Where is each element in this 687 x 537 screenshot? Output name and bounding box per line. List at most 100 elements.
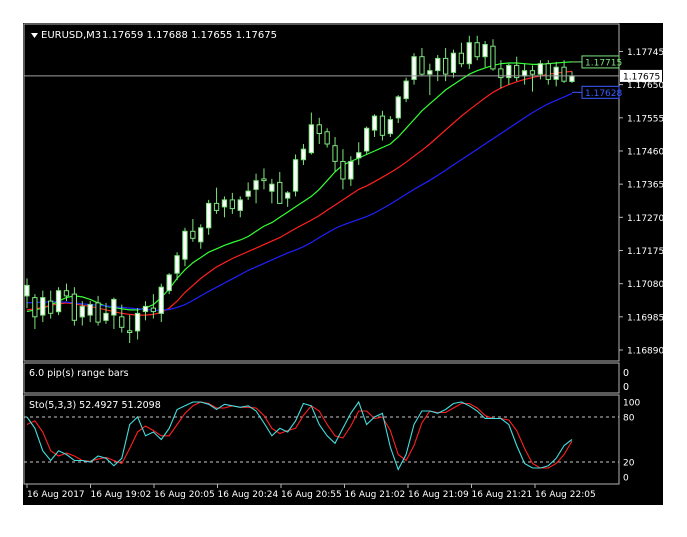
candle bbox=[269, 178, 275, 204]
bull-candle-body bbox=[253, 180, 259, 190]
stochastic-tick-label: 0 bbox=[623, 474, 629, 484]
candle bbox=[387, 116, 394, 138]
time-tick-label: 16 Aug 21:21 bbox=[472, 490, 533, 500]
candle bbox=[308, 112, 315, 155]
time-tick-label: 16 Aug 20:05 bbox=[154, 490, 215, 500]
time-tick-label: 16 Aug 20:55 bbox=[281, 490, 342, 500]
candle bbox=[482, 40, 488, 68]
candle bbox=[48, 290, 54, 319]
bull-candle-body bbox=[569, 75, 575, 83]
candle bbox=[190, 219, 196, 242]
bear-candle-body bbox=[498, 68, 504, 79]
bear-candle-body bbox=[95, 302, 101, 323]
candle bbox=[198, 224, 204, 249]
candle bbox=[411, 53, 417, 85]
bear-candle-body bbox=[561, 66, 567, 82]
candle bbox=[245, 182, 251, 200]
bear-candle-body bbox=[213, 202, 220, 211]
bear-candle-body bbox=[324, 131, 330, 145]
bull-candle-body bbox=[158, 286, 164, 314]
price-panel: EURUSD,M3 1.17659 1.17688 1.17655 1.1767… bbox=[23, 23, 620, 362]
candle bbox=[356, 142, 362, 165]
bear-candle-body bbox=[190, 230, 196, 239]
price-marker-label: 1.17628 bbox=[585, 89, 622, 99]
bull-candle-body bbox=[182, 230, 188, 260]
ohlc-header: 1.17659 1.17688 1.17655 1.17675 bbox=[102, 30, 277, 41]
bull-candle-body bbox=[427, 70, 433, 75]
bull-candle-body bbox=[174, 255, 180, 274]
candle bbox=[545, 60, 551, 85]
candle bbox=[285, 191, 291, 207]
current-price-box bbox=[620, 69, 662, 82]
bull-candle-body bbox=[103, 312, 109, 321]
bull-candle-body bbox=[142, 305, 149, 313]
bull-candle-body bbox=[300, 148, 307, 161]
dropdown-triangle-icon[interactable] bbox=[31, 33, 38, 38]
price-tick-label: 1.17175 bbox=[627, 247, 664, 257]
candle bbox=[111, 297, 117, 330]
bull-candle-body bbox=[87, 304, 93, 316]
candle bbox=[95, 295, 101, 326]
candle bbox=[348, 156, 354, 186]
candle bbox=[182, 227, 188, 267]
bull-candle-body bbox=[55, 290, 62, 313]
current-price-label: 1.17675 bbox=[623, 72, 660, 82]
candle bbox=[332, 137, 338, 172]
candle bbox=[119, 304, 125, 333]
candle bbox=[316, 117, 322, 144]
price-marker-box bbox=[581, 55, 620, 69]
price-marker: 1.17715 bbox=[572, 55, 622, 69]
candle bbox=[395, 95, 401, 124]
bear-candle-body bbox=[474, 42, 480, 58]
bull-candle-body bbox=[111, 298, 117, 316]
bull-candle-body bbox=[553, 66, 559, 80]
candle bbox=[466, 35, 472, 69]
price-tick-label: 1.17460 bbox=[627, 147, 664, 157]
bull-candle-body bbox=[371, 115, 378, 131]
bull-candle-body bbox=[435, 57, 441, 72]
stochastic-tick-label: 80 bbox=[623, 414, 635, 424]
time-tick-label: 16 Aug 22:05 bbox=[535, 490, 596, 500]
symbol-header: EURUSD,M3 1.17659 1.17688 1.17655 1.1767… bbox=[31, 30, 277, 41]
bull-candle-body bbox=[521, 70, 528, 77]
bull-candle-body bbox=[221, 199, 228, 208]
candle bbox=[40, 290, 46, 323]
candle bbox=[229, 192, 235, 214]
bull-candle-body bbox=[134, 312, 141, 332]
candle bbox=[277, 171, 283, 204]
candle bbox=[32, 294, 38, 330]
time-axis: 16 Aug 2017 16 Aug 19:02 16 Aug 20:05 16 Au… bbox=[26, 484, 596, 500]
stochastic-tick-label: 100 bbox=[623, 399, 640, 409]
bull-candle-body bbox=[237, 199, 243, 211]
candle bbox=[458, 42, 465, 68]
candle bbox=[24, 278, 30, 309]
bear-candle-body bbox=[316, 124, 322, 135]
candle bbox=[79, 301, 85, 326]
candle bbox=[300, 143, 307, 165]
candle bbox=[340, 149, 346, 190]
price-tick-label: 1.17270 bbox=[627, 214, 664, 224]
time-tick-label: 16 Aug 20:24 bbox=[218, 490, 279, 500]
candle bbox=[158, 283, 164, 323]
bear-candle-body bbox=[545, 63, 551, 80]
time-tick-label: 16 Aug 19:02 bbox=[91, 490, 152, 500]
candle bbox=[71, 287, 77, 326]
bear-candle-body bbox=[127, 330, 133, 333]
bear-candle-body bbox=[340, 161, 346, 180]
bear-candle-body bbox=[529, 70, 536, 75]
bull-candle-body bbox=[537, 63, 544, 75]
range-tick-top: 0 bbox=[623, 368, 629, 379]
candle bbox=[166, 273, 172, 295]
candle bbox=[553, 61, 559, 87]
bull-candle-body bbox=[506, 64, 512, 79]
bull-candle-body bbox=[198, 227, 204, 243]
price-tick-label: 1.17365 bbox=[627, 181, 664, 191]
candle bbox=[498, 60, 504, 89]
candle bbox=[561, 60, 567, 83]
candle bbox=[364, 126, 370, 155]
bear-candle-body bbox=[277, 181, 283, 204]
bull-candle-body bbox=[206, 202, 212, 229]
candle bbox=[127, 315, 133, 344]
candle bbox=[427, 63, 433, 96]
